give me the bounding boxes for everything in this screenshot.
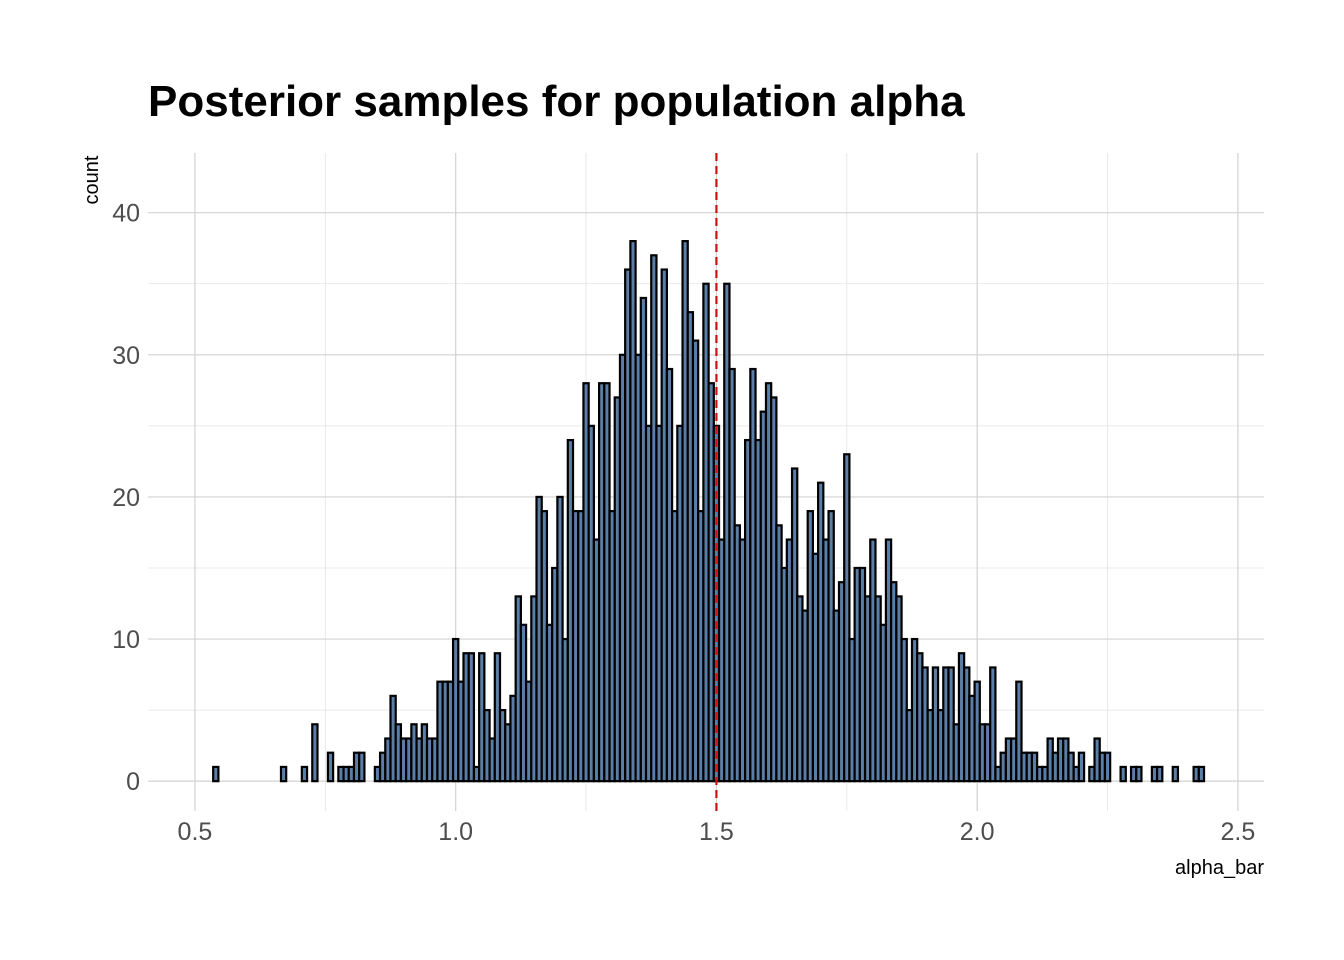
x-tick-label: 2.0	[960, 818, 995, 846]
histogram-bar	[843, 453, 851, 783]
histogram-bar	[358, 751, 366, 783]
histogram-bar	[1197, 765, 1206, 783]
histogram-bar	[300, 765, 309, 783]
x-axis-label: alpha_bar	[1175, 857, 1264, 879]
y-axis-ticks: 0 10 20 30 40	[112, 200, 140, 796]
histogram-bar	[467, 652, 476, 783]
y-tick-label: 20	[112, 484, 140, 512]
histogram-bar	[1171, 765, 1180, 783]
histogram-bar	[1119, 765, 1127, 783]
x-tick-label: 1.5	[699, 818, 734, 846]
x-tick-label: 0.5	[178, 818, 213, 846]
x-tick-label: 2.5	[1221, 818, 1256, 846]
histogram-bar	[279, 765, 288, 783]
histogram-bar	[1015, 680, 1023, 783]
histogram-bar	[989, 666, 997, 783]
y-tick-label: 10	[112, 626, 140, 654]
y-tick-label: 40	[112, 200, 140, 228]
chart-title: Posterior samples for population alpha	[148, 77, 965, 126]
histogram-bar	[1103, 751, 1112, 783]
y-tick-label: 0	[126, 768, 140, 796]
x-tick-label: 1.0	[438, 818, 473, 846]
histogram-bar	[212, 765, 220, 783]
histogram-bar	[326, 751, 335, 783]
histogram-bars	[212, 240, 1206, 783]
histogram-bar	[1077, 751, 1086, 783]
y-tick-label: 30	[112, 342, 140, 370]
histogram-bar	[311, 723, 319, 783]
x-axis-ticks: 0.5 1.0 1.5 2.0 2.5	[178, 818, 1256, 846]
histogram-bar	[1135, 765, 1143, 783]
y-axis-label: count	[81, 155, 103, 204]
histogram-bar	[1155, 765, 1164, 783]
